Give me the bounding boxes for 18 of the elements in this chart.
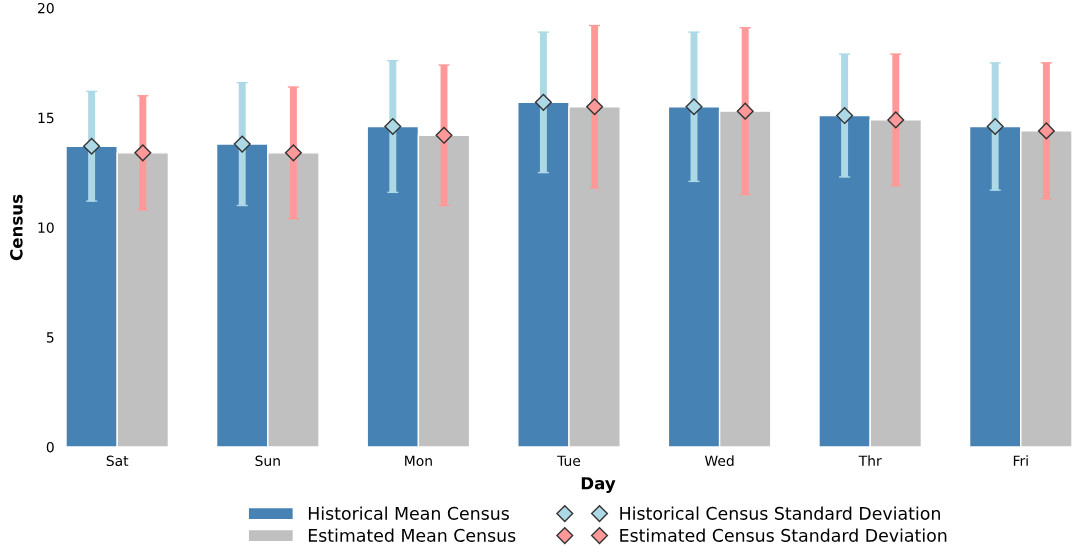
y-tick-label: 10: [38, 222, 54, 233]
x-tick-label: Sun: [255, 455, 280, 467]
y-tick-label: 5: [46, 332, 54, 343]
legend-label: Estimated Mean Census: [308, 528, 516, 542]
x-tick-label: Mon: [405, 455, 432, 467]
legend-label: Estimated Census Standard Deviation: [620, 528, 947, 542]
x-tick-label: Thr: [858, 455, 882, 466]
x-tick-label: Wed: [704, 455, 734, 467]
legend-label: Historical Census Standard Deviation: [620, 506, 940, 520]
x-tick-label: Tue: [557, 455, 581, 467]
x-tick-label: Fri: [1013, 455, 1028, 466]
x-axis-title: Day: [581, 477, 616, 493]
y-tick-label: 15: [38, 112, 54, 124]
y-tick-label: 20: [38, 2, 54, 14]
x-tick-label: Sat: [106, 455, 129, 467]
y-axis-title: Census: [10, 194, 23, 261]
y-tick-label: 0: [46, 441, 54, 453]
legend-label: Historical Mean Census: [308, 506, 509, 520]
